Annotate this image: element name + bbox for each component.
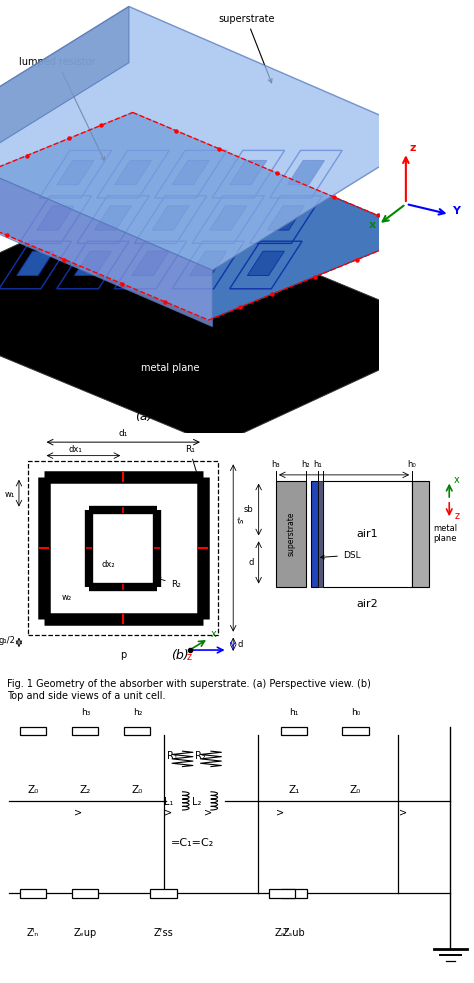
Polygon shape bbox=[172, 160, 209, 185]
Text: h₀: h₀ bbox=[408, 460, 417, 469]
Text: h₁: h₁ bbox=[289, 708, 299, 717]
Text: h₀: h₀ bbox=[351, 708, 360, 717]
Text: Fig. 1 Geometry of the absorber with superstrate. (a) Perspective view. (b)
Top : Fig. 1 Geometry of the absorber with sup… bbox=[7, 679, 371, 701]
Bar bbox=[323, 481, 412, 587]
Bar bbox=[72, 726, 99, 735]
Text: R₁: R₁ bbox=[167, 751, 178, 761]
Text: Z₂: Z₂ bbox=[80, 785, 91, 795]
Bar bbox=[276, 481, 306, 587]
Polygon shape bbox=[267, 205, 304, 230]
Polygon shape bbox=[115, 160, 152, 185]
Polygon shape bbox=[74, 252, 111, 275]
Text: Zᶠss: Zᶠss bbox=[154, 928, 173, 938]
Text: Z₀: Z₀ bbox=[132, 785, 143, 795]
Text: Y: Y bbox=[452, 206, 460, 216]
Text: Zₛub: Zₛub bbox=[283, 928, 305, 938]
Text: >: > bbox=[399, 807, 407, 817]
Text: L₁: L₁ bbox=[164, 797, 173, 807]
Text: z: z bbox=[187, 652, 192, 662]
Bar bbox=[269, 890, 295, 897]
Text: d: d bbox=[248, 558, 254, 567]
Polygon shape bbox=[0, 112, 421, 320]
Text: z: z bbox=[410, 143, 416, 152]
Text: w₂: w₂ bbox=[61, 593, 72, 602]
Text: >: > bbox=[164, 807, 173, 817]
Polygon shape bbox=[132, 252, 169, 275]
Polygon shape bbox=[94, 205, 131, 230]
Text: h₃: h₃ bbox=[81, 708, 90, 717]
Text: Zₑup: Zₑup bbox=[73, 928, 97, 938]
Bar bbox=[342, 726, 369, 735]
Polygon shape bbox=[0, 7, 129, 197]
Text: w₁: w₁ bbox=[5, 490, 15, 498]
Bar bbox=[310, 481, 318, 587]
Polygon shape bbox=[288, 160, 324, 185]
Bar bbox=[72, 890, 99, 897]
Polygon shape bbox=[210, 205, 247, 230]
Text: air1: air1 bbox=[357, 529, 378, 539]
Polygon shape bbox=[0, 195, 459, 445]
Text: Z₀: Z₀ bbox=[27, 785, 39, 795]
Text: x: x bbox=[369, 220, 376, 230]
Text: metal
plane: metal plane bbox=[433, 524, 457, 544]
Polygon shape bbox=[17, 252, 54, 275]
Text: x: x bbox=[454, 475, 460, 485]
Text: h₂: h₂ bbox=[301, 460, 310, 469]
Text: R₁: R₁ bbox=[185, 444, 199, 477]
Text: (a): (a) bbox=[136, 410, 153, 423]
Text: h₂: h₂ bbox=[133, 708, 142, 717]
Text: (b): (b) bbox=[171, 649, 189, 663]
Text: lumped resistor: lumped resistor bbox=[19, 57, 105, 161]
Text: dx₂: dx₂ bbox=[101, 560, 115, 569]
Bar bbox=[318, 481, 323, 587]
Text: x: x bbox=[210, 628, 216, 639]
Text: dx₁: dx₁ bbox=[69, 444, 83, 454]
Polygon shape bbox=[0, 141, 212, 326]
Text: DSL: DSL bbox=[321, 550, 360, 559]
Bar bbox=[124, 726, 151, 735]
Text: =C₁=C₂: =C₁=C₂ bbox=[171, 838, 214, 848]
Text: superstrate: superstrate bbox=[286, 511, 295, 555]
Text: h₁: h₁ bbox=[314, 460, 322, 469]
Text: h₃: h₃ bbox=[272, 460, 280, 469]
Bar bbox=[412, 481, 429, 587]
Text: L₂: L₂ bbox=[192, 797, 201, 807]
Text: p: p bbox=[120, 650, 127, 660]
Text: R₂: R₂ bbox=[195, 751, 206, 761]
Text: Z₀: Z₀ bbox=[350, 785, 361, 795]
Text: R₂: R₂ bbox=[157, 577, 181, 589]
Text: Z₁: Z₁ bbox=[288, 785, 300, 795]
Text: Zₐᴵʳ: Zₐᴵʳ bbox=[275, 928, 289, 938]
Polygon shape bbox=[37, 205, 74, 230]
Text: z: z bbox=[454, 511, 459, 521]
Text: Zᴵₙ: Zᴵₙ bbox=[27, 928, 39, 938]
Bar bbox=[281, 726, 307, 735]
Text: >: > bbox=[74, 807, 82, 817]
Text: d₁: d₁ bbox=[118, 430, 128, 438]
Polygon shape bbox=[247, 252, 284, 275]
Text: metal plane: metal plane bbox=[141, 363, 200, 373]
Text: sb: sb bbox=[244, 505, 254, 514]
Text: g₁/2: g₁/2 bbox=[0, 636, 15, 645]
Polygon shape bbox=[230, 160, 267, 185]
Bar bbox=[281, 890, 307, 897]
Text: sᵇ: sᵇ bbox=[237, 515, 246, 523]
Polygon shape bbox=[190, 252, 227, 275]
Polygon shape bbox=[0, 7, 428, 270]
Polygon shape bbox=[152, 205, 189, 230]
Text: >: > bbox=[275, 807, 284, 817]
Text: Y: Y bbox=[229, 642, 235, 652]
Text: d: d bbox=[237, 640, 242, 649]
Bar bbox=[20, 890, 46, 897]
Polygon shape bbox=[57, 160, 94, 185]
Bar bbox=[151, 890, 177, 897]
Text: >: > bbox=[204, 807, 213, 817]
Text: superstrate: superstrate bbox=[218, 14, 275, 83]
Bar bbox=[20, 726, 46, 735]
Text: air2: air2 bbox=[357, 599, 378, 608]
